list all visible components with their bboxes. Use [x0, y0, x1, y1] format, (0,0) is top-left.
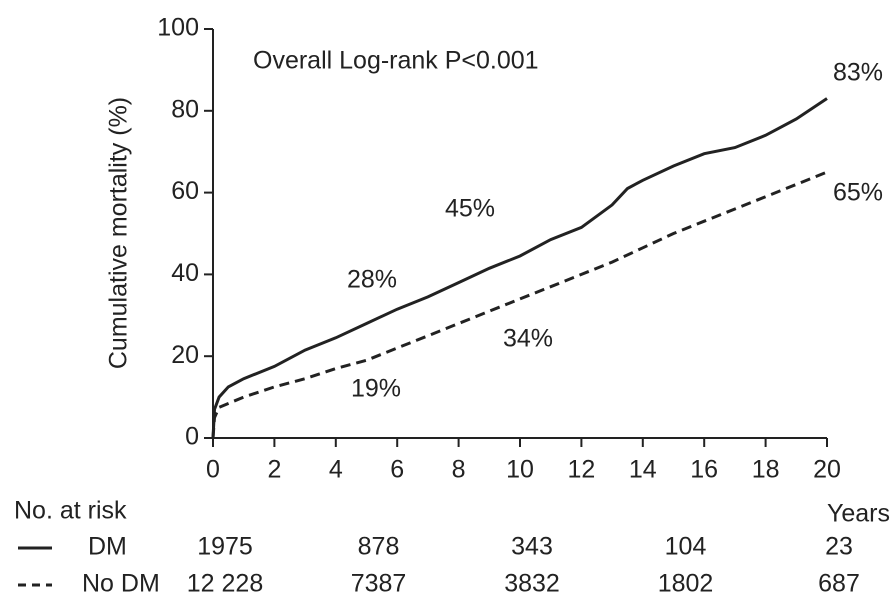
- risk-count: 1975: [197, 533, 253, 561]
- x-tick-label: 20: [813, 456, 841, 484]
- risk-table-title: No. at risk: [14, 497, 127, 525]
- annotation: 83%: [833, 59, 883, 87]
- y-tick-label: 80: [171, 95, 199, 123]
- annotation: 19%: [351, 375, 401, 403]
- annotation: 28%: [347, 266, 397, 294]
- x-tick-label: 4: [329, 456, 343, 484]
- x-tick-label: 16: [690, 456, 718, 484]
- y-axis-label: Cumulative mortality (%): [105, 97, 133, 369]
- risk-count: 23: [825, 533, 853, 561]
- series-line: [211, 97, 828, 439]
- risk-count: 1802: [658, 570, 714, 598]
- y-tick-label: 40: [171, 259, 199, 287]
- annotation: 45%: [445, 195, 495, 223]
- y-tick-label: 20: [171, 341, 199, 369]
- annotation: Overall Log-rank P<0.001: [253, 47, 539, 75]
- x-axis-label: Years: [827, 500, 890, 528]
- annotation: 65%: [833, 179, 883, 207]
- x-tick-label: 8: [452, 456, 466, 484]
- risk-count: 7387: [351, 570, 407, 598]
- risk-count: 104: [665, 533, 707, 561]
- risk-count: 687: [818, 570, 860, 598]
- y-tick-label: 0: [185, 423, 199, 451]
- risk-count: 878: [358, 533, 400, 561]
- x-tick-label: 0: [206, 456, 220, 484]
- x-tick-label: 2: [267, 456, 281, 484]
- annotation: 34%: [503, 325, 553, 353]
- risk-row-name: DM: [88, 533, 127, 561]
- series-line: [211, 170, 828, 439]
- risk-count: 343: [511, 533, 553, 561]
- x-tick-label: 6: [390, 456, 404, 484]
- y-tick-label: 100: [157, 14, 199, 42]
- x-tick-label: 10: [506, 456, 534, 484]
- y-tick-label: 60: [171, 177, 199, 205]
- x-tick-label: 12: [567, 456, 595, 484]
- risk-count: 12 228: [187, 570, 263, 598]
- risk-row-name: No DM: [82, 570, 160, 598]
- x-tick-label: 14: [629, 456, 657, 484]
- x-tick-label: 18: [752, 456, 780, 484]
- risk-count: 3832: [504, 570, 560, 598]
